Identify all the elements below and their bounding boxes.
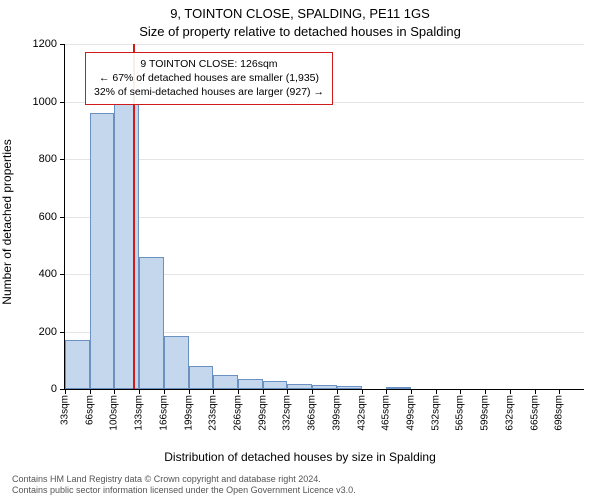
y-tick-label: 600 [39,211,65,223]
y-tick-label: 200 [39,326,65,338]
histogram-bar [139,257,164,389]
footer-line-2: Contains public sector information licen… [12,485,356,496]
x-axis-label: Distribution of detached houses by size … [0,450,600,464]
y-tick-label: 1000 [33,96,65,108]
x-tick-label: 133sqm [134,389,145,431]
y-tick-label: 1200 [33,38,65,50]
x-tick-label: 266sqm [233,389,244,431]
histogram-bar [114,104,139,389]
x-tick-label: 366sqm [307,389,318,431]
x-tick-label: 632sqm [504,389,515,431]
x-tick-label: 432sqm [356,389,367,431]
footer-attribution: Contains HM Land Registry data © Crown c… [12,474,356,497]
x-tick-label: 665sqm [529,389,540,431]
histogram-bar [164,336,189,389]
info-box-line: 32% of semi-detached houses are larger (… [94,85,324,99]
x-tick-label: 299sqm [257,389,268,431]
x-tick-label: 66sqm [84,389,95,425]
x-tick-label: 199sqm [183,389,194,431]
x-tick-label: 565sqm [455,389,466,431]
page-title-line1: 9, TOINTON CLOSE, SPALDING, PE11 1GS [0,6,600,21]
x-tick-label: 399sqm [331,389,342,431]
info-box: 9 TOINTON CLOSE: 126sqm← 67% of detached… [85,52,333,105]
x-tick-label: 166sqm [158,389,169,431]
gridline [65,44,584,45]
histogram-bar [263,381,288,389]
chart-plot-area: 02004006008001000120033sqm66sqm100sqm133… [64,44,584,390]
x-tick-label: 532sqm [430,389,441,431]
x-tick-label: 233sqm [208,389,219,431]
gridline [65,159,584,160]
x-tick-label: 698sqm [554,389,565,431]
y-tick-label: 800 [39,153,65,165]
chart-root: 9, TOINTON CLOSE, SPALDING, PE11 1GS Siz… [0,0,600,500]
x-tick-label: 332sqm [282,389,293,431]
page-title-line2: Size of property relative to detached ho… [0,24,600,39]
y-axis-label: Number of detached properties [0,44,20,400]
info-box-line: 9 TOINTON CLOSE: 126sqm [94,57,324,71]
info-box-line: ← 67% of detached houses are smaller (1,… [94,71,324,85]
histogram-bar [189,366,214,389]
x-tick-label: 33sqm [60,389,71,425]
histogram-bar [65,340,90,389]
histogram-bar [213,375,238,389]
x-tick-label: 599sqm [480,389,491,431]
footer-line-1: Contains HM Land Registry data © Crown c… [12,474,356,485]
gridline [65,217,584,218]
histogram-bar [238,379,263,389]
histogram-bar [90,113,115,389]
y-tick-label: 400 [39,268,65,280]
x-tick-label: 100sqm [109,389,120,431]
x-tick-label: 465sqm [381,389,392,431]
x-tick-label: 499sqm [406,389,417,431]
